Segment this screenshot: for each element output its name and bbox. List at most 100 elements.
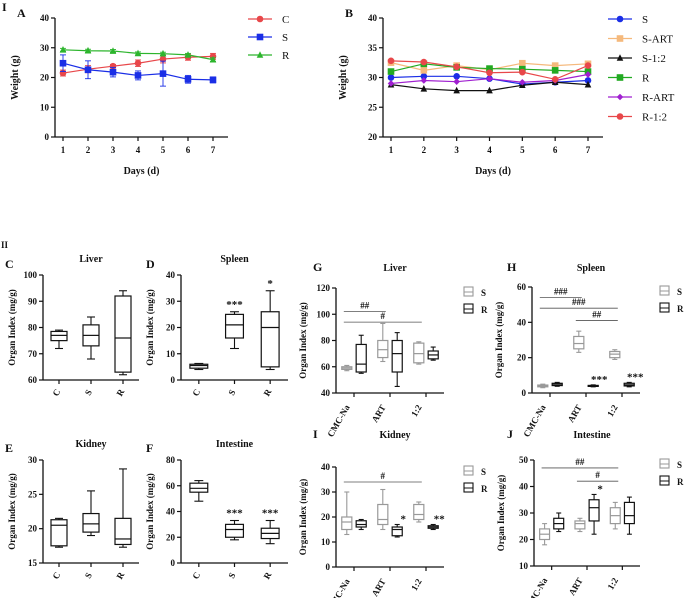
legend-label: R [677, 477, 684, 487]
data-point [584, 71, 592, 78]
box-S [224, 311, 245, 350]
panel-label: A [17, 6, 26, 20]
box-C [189, 480, 209, 502]
legend-marker [616, 113, 624, 120]
chart-title: Kidney [379, 430, 410, 441]
series-R-1:2: R-1:2 [387, 57, 667, 124]
box-iqr [224, 313, 245, 339]
significance-label: *** [226, 299, 243, 311]
x-tick-label: 6 [186, 145, 191, 155]
box-CMC-Na-R [355, 334, 367, 374]
box-C [189, 362, 209, 371]
y-tick-label: 70 [28, 349, 38, 359]
box-iqr [50, 519, 68, 547]
chart-A: A 0 10 20 30 40 1 2 3 4 5 6 7 Days (d) Weight (g) CSR [10, 6, 290, 177]
y-tick-label: 30 [166, 296, 176, 306]
data-point [486, 86, 493, 94]
box-iqr [377, 503, 389, 526]
data-point [59, 46, 67, 53]
box-S [82, 316, 100, 360]
box-CMC-Na-R [551, 381, 563, 387]
box-ART-R [588, 493, 600, 535]
legend-label: S [642, 14, 648, 26]
y-tick-label: 35 [368, 43, 378, 53]
x-tick-label: 1 [61, 145, 66, 155]
bracket-label: # [595, 470, 600, 480]
box-1:2-R [427, 523, 439, 531]
y-tick-label: 30 [368, 73, 378, 83]
y-tick-label: 25 [368, 102, 378, 112]
significance-label: *** [226, 508, 243, 520]
y-tick-label: 20 [519, 535, 529, 545]
x-tick-label: 4 [487, 145, 492, 155]
x-tick-label: 5 [520, 145, 525, 155]
box-iqr [623, 501, 635, 525]
bracket-label: ### [572, 297, 586, 307]
data-point [551, 75, 559, 83]
x-tick-label: S [83, 388, 94, 397]
data-point [387, 57, 395, 65]
x-axis-label: Days (d) [124, 166, 160, 177]
box-1:2-R [427, 346, 439, 361]
figure-corner-label-mid: II [1, 240, 9, 250]
chart-title: Intestine [573, 430, 611, 441]
y-tick-label: 40 [368, 13, 378, 23]
y-tick-label: 60 [517, 282, 527, 292]
box-CMC-Na-S [341, 364, 353, 372]
box-1:2-R [623, 496, 635, 535]
y-tick-label: 30 [28, 455, 38, 465]
y-tick-label: 0 [45, 132, 50, 142]
box-ART-S [574, 517, 586, 533]
significance-label: *** [591, 374, 608, 386]
data-point [109, 47, 117, 54]
box-iqr [391, 526, 403, 537]
legend-marker [256, 51, 264, 58]
x-tick-label: 7 [586, 145, 591, 155]
y-tick-label: 60 [28, 375, 38, 385]
y-axis-label: Organ Index (mg/g) [7, 473, 17, 550]
box-S [82, 490, 100, 537]
data-point [84, 46, 92, 54]
data-point [453, 86, 460, 94]
data-point [519, 59, 526, 67]
y-tick-label: 40 [519, 482, 529, 492]
x-tick-label: ART [370, 577, 388, 598]
data-point [209, 76, 217, 84]
box-R [260, 519, 280, 545]
box-iqr [574, 520, 586, 530]
box-iqr [341, 516, 353, 531]
bracket-label: # [381, 311, 386, 321]
x-tick-label: C [50, 387, 62, 398]
data-point [159, 70, 167, 77]
legend-label: S [481, 288, 486, 298]
legend-label: S [282, 32, 288, 44]
bracket-label: ## [575, 457, 585, 467]
box-ART-S [377, 322, 389, 363]
chart-title: Liver [383, 263, 407, 274]
x-tick-label: CMC-Na [523, 576, 550, 598]
y-axis-label: Weight (g) [10, 55, 21, 100]
data-point [486, 65, 493, 72]
y-tick-label: 0 [171, 375, 176, 385]
y-tick-label: 30 [40, 43, 50, 53]
significance-label: * [400, 514, 406, 526]
data-point [159, 49, 167, 57]
y-tick-label: 20 [28, 524, 38, 534]
y-tick-label: 20 [368, 132, 378, 142]
box-1:2-S [413, 341, 425, 365]
box-iqr [50, 330, 68, 342]
box-iqr [260, 311, 280, 368]
chart-G: G Liver 40 60 80 100 120 Organ Index (mg/g) CMC-… [298, 260, 488, 439]
y-tick-label: 10 [166, 349, 176, 359]
x-tick-label: ART [566, 403, 584, 424]
legend-marker [616, 74, 624, 81]
x-tick-label: C [50, 570, 62, 581]
y-tick-label: 100 [317, 309, 331, 319]
x-tick-label: CMC-Na [325, 403, 352, 439]
data-point [584, 80, 592, 88]
box-ART-S [573, 330, 585, 353]
panel-label: H [507, 260, 517, 274]
y-tick-label: 50 [519, 455, 529, 465]
data-point [584, 62, 592, 69]
data-point [551, 67, 559, 74]
